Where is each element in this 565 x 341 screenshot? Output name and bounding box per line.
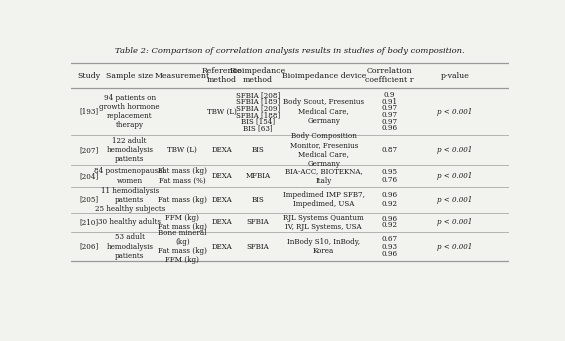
Text: p < 0.001: p < 0.001	[437, 146, 473, 154]
Text: Bioimpedance device: Bioimpedance device	[281, 72, 366, 80]
Text: MFBIA: MFBIA	[245, 172, 271, 180]
Text: Reference
method: Reference method	[201, 67, 242, 84]
Text: 0.92: 0.92	[381, 221, 397, 229]
Text: SFBIA [209]: SFBIA [209]	[236, 104, 280, 112]
Text: 0.96: 0.96	[381, 192, 397, 199]
Text: Study: Study	[77, 72, 101, 80]
Text: 0.76: 0.76	[381, 176, 397, 184]
Text: [204]: [204]	[80, 172, 99, 180]
Text: [205]: [205]	[80, 196, 98, 204]
Text: RJL Systems Quantum
IV, RJL Systems, USA: RJL Systems Quantum IV, RJL Systems, USA	[283, 213, 364, 231]
Text: SFBIA: SFBIA	[247, 218, 270, 226]
Text: SFBIA [208]: SFBIA [208]	[236, 91, 280, 99]
Text: FFM (kg)
Fat mass (kg): FFM (kg) Fat mass (kg)	[158, 213, 207, 231]
Text: 0.97: 0.97	[381, 118, 397, 125]
Text: Bioimpedance
method: Bioimpedance method	[230, 67, 286, 84]
Text: Bone mineral
(kg)
Fat mass (kg)
FFM (kg): Bone mineral (kg) Fat mass (kg) FFM (kg)	[158, 229, 207, 264]
Text: BIS: BIS	[251, 146, 264, 154]
Text: p-value: p-value	[441, 72, 470, 80]
Text: SFBIA [188]: SFBIA [188]	[236, 111, 280, 119]
Text: Table 2: Comparison of correlation analysis results in studies of body compositi: Table 2: Comparison of correlation analy…	[115, 47, 464, 56]
Text: 0.97: 0.97	[381, 104, 397, 112]
Text: p < 0.001: p < 0.001	[437, 107, 473, 116]
Text: Sample size: Sample size	[106, 72, 153, 80]
Text: SFBIA: SFBIA	[247, 243, 270, 251]
Text: 0.9: 0.9	[384, 91, 395, 99]
Text: 122 adult
hemodialysis
patients: 122 adult hemodialysis patients	[106, 137, 153, 163]
Text: Fat mass (kg): Fat mass (kg)	[158, 196, 207, 204]
Text: 0.95: 0.95	[381, 168, 397, 176]
Text: Measurement: Measurement	[155, 72, 210, 80]
Text: BIS [154]: BIS [154]	[241, 118, 275, 125]
Text: TBW (L): TBW (L)	[207, 107, 237, 116]
Text: BIA-ACC, BIOTEKNA,
Italy: BIA-ACC, BIOTEKNA, Italy	[285, 167, 363, 184]
Text: BIS [63]: BIS [63]	[243, 124, 273, 132]
Text: 30 healthy adults: 30 healthy adults	[98, 218, 161, 226]
Text: 0.67: 0.67	[381, 235, 397, 243]
Text: [210]: [210]	[80, 218, 98, 226]
Text: BIS: BIS	[251, 196, 264, 204]
Text: 84 postmenopausal
women: 84 postmenopausal women	[94, 167, 165, 184]
Text: p < 0.001: p < 0.001	[437, 243, 473, 251]
Text: [193]: [193]	[80, 107, 98, 116]
Text: p < 0.001: p < 0.001	[437, 218, 473, 226]
Text: Correlation
coefficient r: Correlation coefficient r	[365, 67, 414, 84]
Text: 0.96: 0.96	[381, 215, 397, 223]
Text: 0.91: 0.91	[381, 98, 397, 105]
Text: 0.87: 0.87	[381, 146, 397, 154]
Text: [206]: [206]	[80, 243, 99, 251]
Text: Fat mass (kg)
Fat mass (%): Fat mass (kg) Fat mass (%)	[158, 167, 207, 184]
Text: p < 0.001: p < 0.001	[437, 172, 473, 180]
Text: Impedimed IMP SFB7,
Impedimed, USA: Impedimed IMP SFB7, Impedimed, USA	[282, 191, 364, 208]
Text: 11 hemodialysis
patients
25 healthy subjects: 11 hemodialysis patients 25 healthy subj…	[94, 187, 165, 213]
Text: 94 patients on
growth hormone
replacement
therapy: 94 patients on growth hormone replacemen…	[99, 94, 160, 129]
Text: DEXA: DEXA	[211, 146, 232, 154]
Text: DEXA: DEXA	[211, 172, 232, 180]
Text: TBW (L): TBW (L)	[167, 146, 197, 154]
Text: 0.97: 0.97	[381, 111, 397, 119]
Text: Body Composition
Monitor, Fresenius
Medical Care,
Germany: Body Composition Monitor, Fresenius Medi…	[289, 132, 358, 168]
Text: InBody S10, InBody,
Korea: InBody S10, InBody, Korea	[287, 238, 360, 255]
Text: 53 adult
hemodialysis
patients: 53 adult hemodialysis patients	[106, 234, 153, 260]
Text: Body Scout, Fresenius
Medical Care,
Germany: Body Scout, Fresenius Medical Care, Germ…	[283, 98, 364, 125]
Text: 0.93: 0.93	[381, 243, 397, 251]
Text: SFBIA [189]: SFBIA [189]	[236, 98, 280, 105]
Text: 0.92: 0.92	[381, 200, 397, 208]
Text: DEXA: DEXA	[211, 196, 232, 204]
Text: DEXA: DEXA	[211, 218, 232, 226]
Text: [207]: [207]	[80, 146, 99, 154]
Text: 0.96: 0.96	[381, 250, 397, 258]
Text: 0.96: 0.96	[381, 124, 397, 132]
Text: DEXA: DEXA	[211, 243, 232, 251]
Text: p < 0.001: p < 0.001	[437, 196, 473, 204]
